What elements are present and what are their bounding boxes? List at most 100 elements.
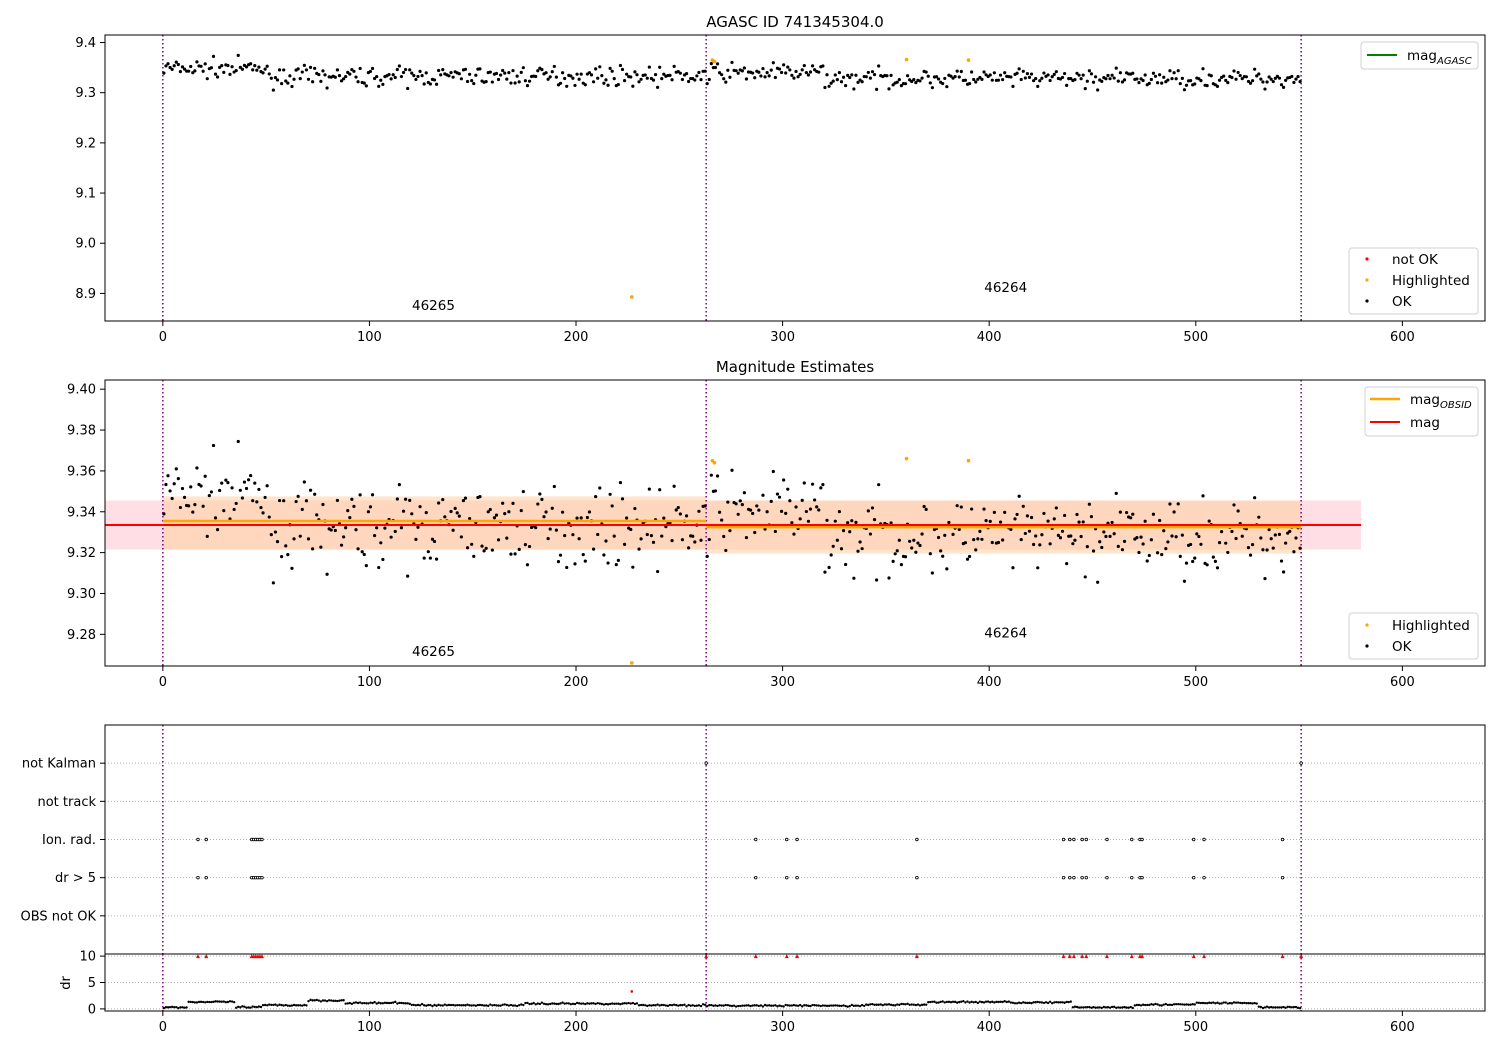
data-point-ok: [234, 68, 238, 73]
dr-point-ok: [984, 1000, 988, 1003]
dr-point-ok: [664, 1004, 668, 1007]
data-point-ok: [831, 544, 835, 548]
data-point-ok: [1085, 79, 1089, 83]
data-point-ok: [1267, 75, 1271, 79]
data-point-ok: [294, 499, 298, 504]
flag-marker: [204, 875, 208, 880]
dr-point-ok: [1187, 1003, 1190, 1006]
data-point-ok: [325, 572, 329, 576]
data-point-ok: [505, 536, 509, 540]
data-point-ok: [585, 515, 589, 520]
dr-point-ok: [468, 1004, 471, 1007]
data-point-ok: [1147, 81, 1151, 85]
data-point-ok: [255, 500, 259, 504]
data-point-ok: [267, 515, 271, 519]
data-point-ok: [560, 71, 565, 75]
data-point-ok: [1029, 72, 1034, 76]
dr-point-ok: [677, 1004, 680, 1007]
dr-point-ok: [1090, 1006, 1093, 1009]
dr-point-ok: [402, 1002, 405, 1005]
x-tick-label: 600: [1390, 1020, 1415, 1035]
dr-point-ok: [1276, 1006, 1279, 1009]
dr-point-ok: [644, 1004, 647, 1007]
data-point-ok: [936, 77, 941, 81]
dr-point-ok: [540, 1001, 544, 1004]
dr-point-ok: [623, 1002, 626, 1005]
data-point-ok: [453, 506, 457, 510]
dr-point-ok: [935, 1001, 938, 1004]
data-point-ok: [226, 481, 230, 485]
data-point-ok: [823, 85, 827, 90]
dr-capped-marker: [1140, 954, 1145, 959]
dr-point-ok: [770, 1004, 773, 1007]
data-point-ok: [1081, 520, 1085, 524]
data-point-ok: [715, 474, 720, 478]
data-point-ok: [511, 501, 515, 505]
dr-point-ok: [718, 1004, 721, 1007]
dr-point-ok: [191, 1000, 194, 1004]
data-point-ok: [1211, 555, 1215, 559]
data-point-ok: [1093, 75, 1098, 79]
data-point-ok: [1155, 81, 1160, 85]
data-point-ok: [775, 492, 780, 496]
data-point-ok: [914, 80, 918, 85]
data-point-ok: [695, 74, 699, 78]
legend2-marker-ok: [1365, 644, 1369, 648]
dr-point-ok: [321, 999, 325, 1002]
dr-point-ok: [782, 1005, 785, 1008]
dr-point-ok: [794, 1004, 798, 1007]
data-point-ok: [897, 538, 901, 542]
data-point-ok: [656, 569, 660, 574]
data-point-ok: [178, 69, 183, 74]
data-point-highlighted: [966, 458, 971, 463]
data-point-ok: [311, 547, 315, 551]
data-point-ok: [1269, 77, 1273, 81]
data-point-ok: [963, 541, 968, 545]
dr-point-ok: [199, 1000, 203, 1004]
data-point-ok: [364, 84, 368, 88]
data-point-ok: [408, 498, 412, 502]
data-point-ok: [941, 81, 945, 86]
data-point-ok: [300, 507, 304, 511]
dr-point-ok: [340, 999, 343, 1002]
legend2-label-highlighted: Highlighted: [1392, 618, 1470, 634]
dr-point-ok: [666, 1004, 670, 1008]
dr-point-ok: [625, 1002, 628, 1005]
dr-point-ok: [478, 1003, 482, 1007]
data-point-ok: [420, 74, 424, 78]
data-point-ok: [360, 550, 364, 554]
dr-point-ok: [914, 1003, 918, 1007]
dr-point-ok: [1007, 1000, 1011, 1003]
dr-point-ok: [646, 1004, 649, 1008]
data-point-ok: [885, 74, 889, 78]
data-point-ok: [261, 511, 265, 515]
data-point-ok: [897, 78, 901, 82]
data-point-ok: [352, 69, 356, 73]
flag-marker: [204, 837, 208, 842]
dr-point-ok: [1003, 1000, 1006, 1003]
dr-point-ok: [893, 1004, 897, 1007]
data-point-ok: [967, 82, 972, 86]
dr-point-ok: [239, 1006, 242, 1009]
data-point-ok: [821, 64, 825, 68]
data-point-ok: [1015, 512, 1019, 517]
data-point-ok: [1100, 545, 1104, 550]
data-point-ok: [358, 66, 362, 71]
data-point-ok: [930, 571, 934, 575]
data-point-ok: [1294, 77, 1298, 81]
dr-point-ok: [162, 1006, 166, 1010]
x-tick-label: 400: [977, 675, 1002, 690]
data-point-ok: [1137, 81, 1141, 85]
data-point-ok: [306, 537, 311, 541]
data-point-ok: [213, 516, 218, 520]
data-point-ok: [815, 505, 819, 509]
data-point-ok: [854, 520, 858, 524]
data-point-ok: [1277, 76, 1282, 80]
obsid-label: 46264: [984, 625, 1027, 641]
dr-point-ok: [226, 1000, 230, 1004]
data-point-ok: [1087, 69, 1091, 73]
data-point-ok: [982, 70, 986, 74]
data-point-ok: [1098, 540, 1102, 544]
y-tick-label: 9.3: [75, 86, 96, 101]
dr-point-ok: [776, 1005, 779, 1008]
